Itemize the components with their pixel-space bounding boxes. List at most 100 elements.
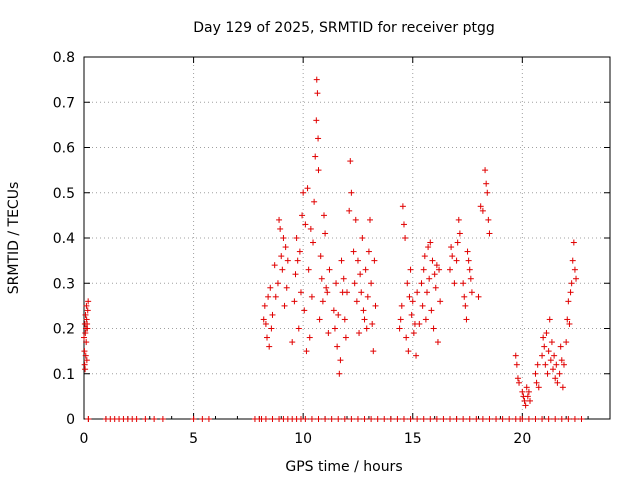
y-tick-label: 0	[66, 412, 75, 428]
data-point	[569, 257, 576, 264]
data-point	[289, 339, 296, 346]
data-point	[356, 330, 363, 337]
zero-data-point	[433, 416, 440, 422]
data-point	[484, 189, 491, 196]
data-point	[261, 302, 268, 309]
data-point	[554, 379, 561, 386]
zero-data-point	[302, 416, 309, 422]
data-point	[428, 307, 435, 314]
data-point	[462, 302, 469, 309]
data-point	[307, 225, 314, 232]
zero-data-point	[486, 416, 493, 422]
data-point	[85, 298, 92, 305]
data-point	[82, 330, 89, 337]
data-point	[467, 275, 474, 282]
y-tick-label: 0.7	[53, 95, 75, 111]
zero-data-point	[427, 416, 434, 422]
data-point	[545, 348, 552, 355]
data-point	[291, 298, 298, 305]
zero-data-point	[159, 416, 166, 422]
zero-data-point	[545, 416, 552, 422]
zero-data-point	[447, 416, 454, 422]
data-point	[302, 221, 309, 228]
data-point	[527, 397, 534, 404]
data-point	[84, 325, 91, 332]
data-point	[433, 262, 440, 269]
zero-data-point	[565, 416, 572, 422]
data-point	[414, 289, 421, 296]
chart-title: Day 129 of 2025, SRMTID for receiver ptg…	[193, 20, 495, 36]
data-point	[83, 339, 90, 346]
data-point	[372, 302, 379, 309]
data-point	[398, 302, 405, 309]
data-point	[313, 76, 320, 83]
data-point	[422, 316, 429, 323]
data-point	[460, 280, 467, 287]
data-point	[426, 275, 433, 282]
data-point	[399, 203, 406, 210]
data-point	[320, 212, 327, 219]
x-tick-label: 0	[80, 431, 89, 447]
data-point	[479, 207, 486, 214]
zero-data-point	[519, 416, 526, 422]
data-point	[315, 135, 322, 142]
zero-data-point	[142, 416, 149, 422]
data-point	[266, 343, 273, 350]
data-point	[542, 361, 549, 368]
data-point	[272, 293, 279, 300]
data-point	[557, 343, 564, 350]
zero-data-point	[348, 416, 355, 422]
data-point	[418, 280, 425, 287]
zero-data-point	[368, 416, 375, 422]
data-point	[404, 280, 411, 287]
y-tick-label: 0.6	[53, 141, 75, 157]
data-point	[347, 158, 354, 165]
zero-data-point	[269, 416, 276, 422]
x-axis-ticks: 0 5 10 15 20	[80, 57, 611, 447]
data-point	[277, 225, 284, 232]
data-point	[523, 384, 530, 391]
data-point	[82, 352, 89, 359]
data-point	[340, 275, 347, 282]
data-point	[512, 352, 519, 359]
data-point	[548, 339, 555, 346]
zero-data-point	[539, 416, 546, 422]
zero-data-point	[151, 416, 158, 422]
data-point	[363, 325, 370, 332]
data-point	[369, 320, 376, 327]
data-point	[84, 307, 91, 314]
zero-data-point	[525, 416, 532, 422]
data-point	[280, 235, 287, 241]
data-point	[465, 257, 472, 264]
data-point	[338, 257, 345, 264]
data-point	[370, 348, 377, 355]
data-point	[319, 298, 326, 305]
data-point	[294, 257, 301, 264]
x-tick-label: 10	[294, 431, 312, 447]
y-tick-label: 0.2	[53, 322, 75, 338]
data-point	[318, 275, 325, 282]
data-point	[522, 402, 529, 409]
data-point	[264, 334, 271, 341]
data-point	[564, 316, 571, 323]
data-point	[475, 293, 482, 300]
data-point	[421, 253, 428, 260]
data-point	[416, 320, 423, 327]
data-point	[344, 289, 350, 296]
data-point	[427, 239, 434, 246]
zero-data-point	[374, 416, 381, 422]
data-point	[314, 90, 321, 97]
data-point	[342, 334, 349, 341]
data-point	[260, 316, 267, 323]
data-point	[330, 307, 337, 314]
zero-data-point	[400, 416, 407, 422]
data-point	[326, 266, 333, 273]
zero-data-point	[262, 416, 269, 422]
data-point	[265, 293, 272, 300]
data-point	[296, 248, 303, 255]
data-point	[297, 289, 304, 296]
data-point	[299, 212, 306, 219]
data-point	[269, 311, 276, 318]
data-point	[301, 307, 308, 314]
